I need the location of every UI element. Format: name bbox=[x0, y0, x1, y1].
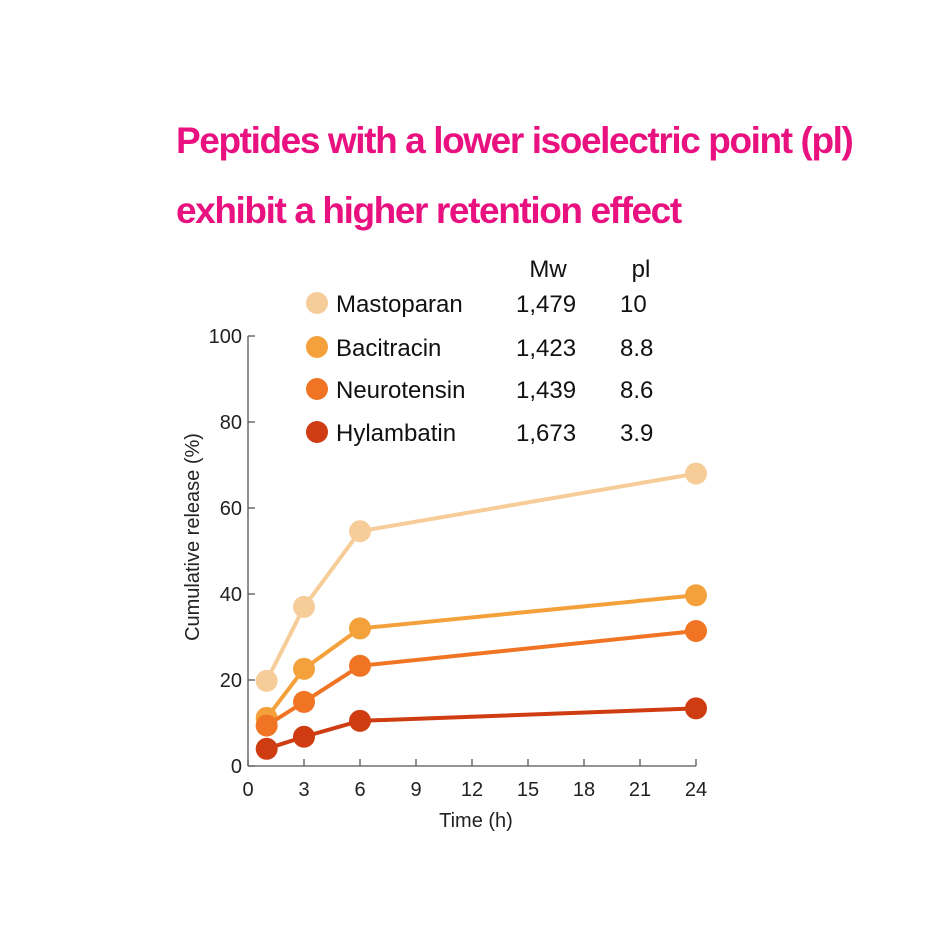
data-point-neurotensin bbox=[293, 690, 315, 713]
legend-label: Mastoparan bbox=[336, 291, 463, 318]
legend-pi: 10 bbox=[620, 291, 647, 318]
series-line-bacitracin bbox=[264, 593, 698, 720]
legend-marker bbox=[306, 378, 328, 400]
legend-header-mw: Mw bbox=[529, 256, 567, 283]
data-point-mastoparan bbox=[685, 462, 707, 485]
legend-marker bbox=[306, 336, 328, 358]
legend-marker bbox=[306, 421, 328, 443]
x-tick-label: 6 bbox=[354, 779, 365, 801]
y-tick-label: 100 bbox=[209, 326, 242, 348]
x-tick-label: 15 bbox=[517, 779, 539, 801]
legend-item-bacitracin: Bacitracin 1,423 8.8 bbox=[306, 335, 653, 362]
data-point-mastoparan bbox=[349, 520, 371, 543]
data-point-bacitracin bbox=[293, 657, 315, 680]
x-axis-label: Time (h) bbox=[439, 810, 513, 832]
legend-mw: 1,673 bbox=[516, 420, 576, 447]
series-hylambatin bbox=[255, 697, 707, 760]
x-tick-label: 12 bbox=[461, 779, 483, 801]
legend-mw: 1,439 bbox=[516, 377, 576, 404]
legend-header-pi: pl bbox=[632, 256, 651, 283]
data-point-neurotensin bbox=[255, 714, 278, 737]
legend-pi: 8.8 bbox=[620, 335, 653, 362]
data-point-neurotensin bbox=[685, 619, 707, 642]
data-point-bacitracin bbox=[349, 617, 371, 640]
x-tick-label: 24 bbox=[685, 779, 707, 801]
chart-title-line-1: Peptides with a lower isoelectric point … bbox=[176, 120, 854, 161]
legend-pi: 3.9 bbox=[620, 420, 653, 447]
data-point-mastoparan bbox=[293, 595, 315, 618]
data-point-hylambatin bbox=[255, 737, 278, 760]
y-tick-label: 60 bbox=[220, 498, 242, 520]
y-tick-label: 40 bbox=[220, 584, 242, 606]
series-mastoparan bbox=[255, 462, 707, 692]
x-tick-label: 9 bbox=[410, 779, 421, 801]
legend-label: Neurotensin bbox=[336, 377, 465, 404]
legend: Mw pl Mastoparan 1,479 10 Bacitracin 1,4… bbox=[306, 256, 653, 447]
y-tick-label: 80 bbox=[220, 412, 242, 434]
x-tick-label: 18 bbox=[573, 779, 595, 801]
series-neurotensin bbox=[255, 619, 707, 737]
series-line-hylambatin bbox=[264, 706, 698, 751]
legend-pi: 8.6 bbox=[620, 377, 653, 404]
y-ticks: 0 20 40 60 80 100 bbox=[209, 326, 255, 778]
legend-mw: 1,479 bbox=[516, 291, 576, 318]
data-point-neurotensin bbox=[349, 654, 371, 677]
legend-item-mastoparan: Mastoparan 1,479 10 bbox=[306, 291, 647, 318]
x-tick-label: 21 bbox=[629, 779, 651, 801]
series-line-neurotensin bbox=[264, 628, 698, 728]
data-point-hylambatin bbox=[685, 697, 707, 720]
data-point-mastoparan bbox=[255, 669, 278, 692]
data-point-bacitracin bbox=[685, 584, 707, 607]
y-tick-label: 20 bbox=[220, 670, 242, 692]
legend-marker bbox=[306, 292, 328, 314]
series-line-mastoparan bbox=[264, 471, 698, 683]
legend-label: Hylambatin bbox=[336, 420, 456, 447]
legend-label: Bacitracin bbox=[336, 335, 441, 362]
legend-item-hylambatin: Hylambatin 1,673 3.9 bbox=[306, 420, 653, 447]
legend-mw: 1,423 bbox=[516, 335, 576, 362]
y-axis-label: Cumulative release (%) bbox=[182, 433, 204, 641]
legend-item-neurotensin: Neurotensin 1,439 8.6 bbox=[306, 377, 653, 404]
data-series bbox=[255, 462, 707, 760]
data-point-hylambatin bbox=[293, 725, 315, 748]
x-tick-label: 3 bbox=[298, 779, 309, 801]
chart-title-line-2: exhibit a higher retention effect bbox=[176, 190, 682, 231]
x-ticks: 0 3 6 9 12 15 18 21 24 bbox=[242, 759, 707, 801]
series-bacitracin bbox=[255, 584, 707, 729]
y-tick-label: 0 bbox=[231, 756, 242, 778]
chart-title: Peptides with a lower isoelectric point … bbox=[176, 106, 916, 246]
x-tick-label: 0 bbox=[242, 779, 253, 801]
data-point-hylambatin bbox=[349, 709, 371, 732]
